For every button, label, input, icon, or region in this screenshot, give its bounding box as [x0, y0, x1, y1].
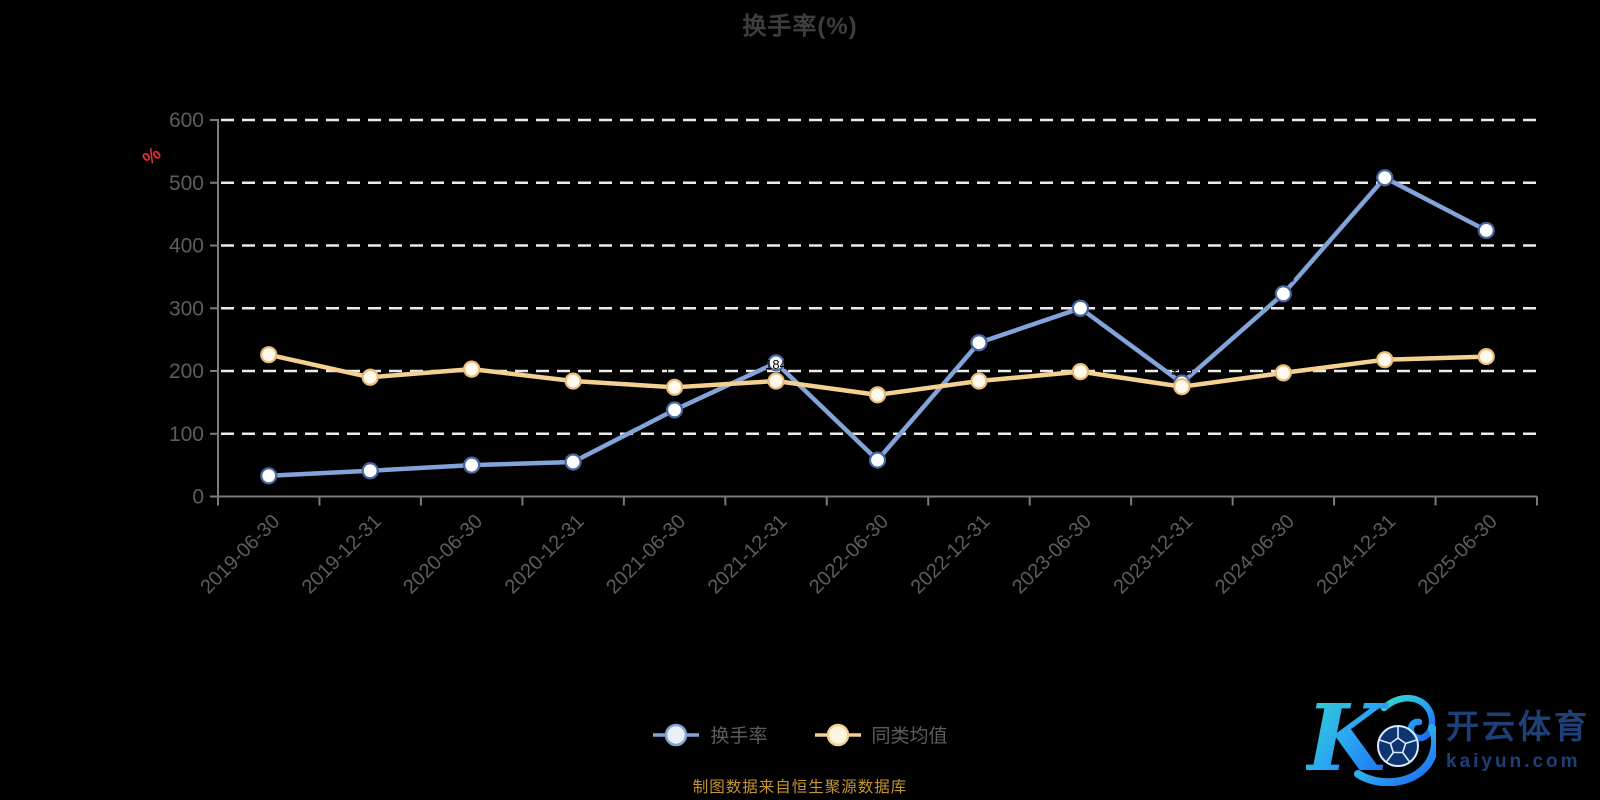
series-line-turnover [266, 175, 1489, 479]
y-axis-label: 0 [192, 486, 204, 509]
legend-label: 换手率 [710, 726, 768, 747]
y-axis-label: 500 [169, 172, 204, 195]
y-axis-label: 400 [169, 235, 204, 258]
data-point[interactable] [767, 372, 785, 390]
legend-label: 同类均值 [871, 726, 948, 747]
data-point[interactable] [463, 456, 481, 474]
y-axis-label: 600 [169, 109, 204, 132]
data-point[interactable] [1071, 299, 1090, 317]
x-axis-label: 2024-12-31 [1312, 510, 1400, 598]
data-point-label: 162 [867, 371, 889, 386]
data-point[interactable] [260, 346, 278, 364]
logo-domain: kaiyun.com [1446, 750, 1581, 772]
x-axis-label: 2021-12-31 [704, 510, 792, 598]
data-point-label: 181 [1171, 359, 1193, 374]
chart-title: 换手率(%) [742, 13, 858, 40]
data-point-label: 33 [261, 452, 275, 467]
data-point-label: 50 [464, 441, 478, 456]
data-point[interactable] [564, 453, 582, 471]
data-point-label: 223 [1475, 333, 1497, 348]
data-point-label: 190 [359, 353, 381, 368]
data-point-label: 41 [363, 447, 377, 462]
data-source-note: 制图数据来自恒生聚源数据库 [692, 779, 908, 796]
x-axis-label: 2019-06-30 [196, 510, 284, 598]
data-point-label: 184 [562, 357, 584, 372]
data-point-label: 300 [1070, 284, 1092, 299]
legend-item-peer-average[interactable]: 同类均值 [814, 721, 948, 748]
logo-text: 开云体育 kaiyun.com [1446, 700, 1590, 773]
legend-item-turnover[interactable]: 换手率 [652, 721, 768, 748]
data-point[interactable] [1274, 285, 1292, 303]
data-point[interactable] [1173, 378, 1191, 396]
logo-brand-name: 开云体育 [1446, 707, 1590, 745]
kaiyun-logo-mark: K [1306, 686, 1436, 786]
data-point[interactable] [868, 386, 887, 404]
data-point[interactable] [868, 451, 887, 469]
data-point-label: 184 [968, 357, 990, 372]
data-point-label: 203 [461, 345, 483, 360]
x-axis-label: 2022-12-31 [907, 510, 995, 598]
data-point[interactable] [767, 354, 785, 372]
data-point-label: 218 [1374, 336, 1396, 351]
data-point[interactable] [970, 372, 988, 390]
data-point-label: 323 [1272, 270, 1294, 285]
logo-swoosh [1354, 724, 1436, 786]
data-point[interactable] [1376, 169, 1394, 187]
x-axis-label: 2023-12-31 [1110, 510, 1198, 598]
data-point-label: 424 [1475, 206, 1497, 221]
data-point[interactable] [260, 467, 278, 485]
x-axis-label: 2023-06-30 [1008, 510, 1096, 598]
data-point[interactable] [970, 334, 988, 352]
x-axis-label: 2020-06-30 [399, 510, 487, 598]
legend-marker-icon [814, 723, 861, 746]
x-axis-label: 2025-06-30 [1414, 510, 1502, 598]
kaiyun-logo[interactable]: K 开云体育 kaiyun.com [1306, 686, 1590, 786]
chart-legend: 换手率 同类均值 [0, 721, 1600, 748]
y-axis-label: 300 [169, 297, 204, 320]
data-point[interactable] [361, 368, 379, 386]
data-point[interactable] [665, 401, 684, 419]
data-point[interactable] [1071, 363, 1090, 381]
data-point-label: 197 [1272, 349, 1294, 364]
x-axis-label: 2021-06-30 [602, 510, 690, 598]
logo-k-letter: K [1306, 686, 1390, 786]
data-point-label: 226 [258, 331, 280, 346]
data-point[interactable] [1376, 351, 1394, 369]
data-point-label: 184 [765, 357, 787, 372]
data-point-label: 508 [1374, 154, 1396, 169]
x-axis-label: 2022-06-30 [805, 510, 893, 598]
data-point[interactable] [1477, 221, 1495, 240]
x-axis-label: 2019-12-31 [298, 510, 386, 598]
data-point-label: 199 [1070, 348, 1092, 363]
data-point-label: 55 [566, 438, 580, 453]
legend-marker-icon [653, 723, 700, 746]
data-point[interactable] [463, 360, 481, 378]
y-axis-label: 100 [169, 423, 204, 446]
data-point[interactable] [361, 462, 379, 480]
data-point[interactable] [1477, 347, 1495, 366]
y-axis-label: 200 [169, 360, 204, 383]
data-point[interactable] [665, 378, 684, 396]
data-point-label: 58 [870, 436, 884, 451]
data-point-label: 213 [765, 339, 787, 354]
soccer-ball-icon [1377, 725, 1419, 767]
data-point-label: 174 [664, 363, 686, 378]
data-point-label: 245 [968, 319, 990, 334]
data-point-label: 175 [1171, 363, 1193, 378]
data-point[interactable] [564, 372, 582, 390]
x-axis-label: 2024-06-30 [1211, 510, 1299, 598]
data-point[interactable] [1274, 364, 1292, 382]
x-axis-label: 2020-12-31 [501, 510, 589, 598]
logo-swirl [1380, 694, 1436, 742]
